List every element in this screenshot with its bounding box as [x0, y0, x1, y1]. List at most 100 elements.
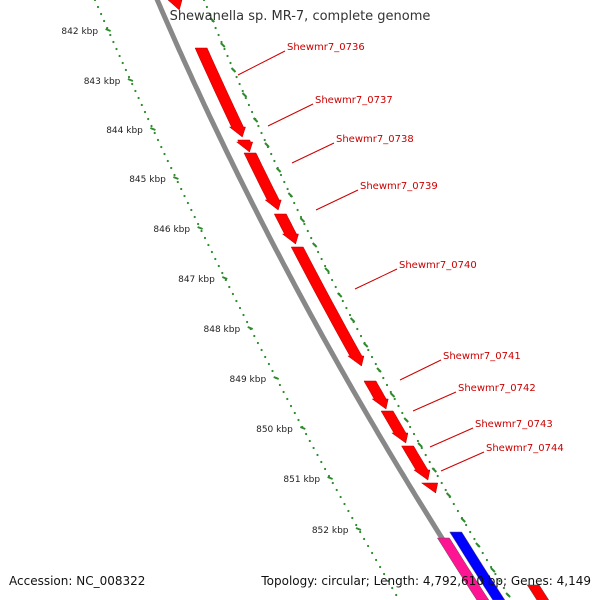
outer-dot: [367, 348, 370, 352]
scale-tick-label: 844 kbp: [106, 126, 143, 136]
outer-dot: [273, 159, 276, 163]
scale-dot: [355, 523, 358, 527]
outer-dot: [416, 439, 419, 443]
outer-dot: [465, 523, 468, 527]
scale-dot: [153, 131, 156, 135]
scale-tick: [355, 527, 362, 531]
scale-dot: [238, 306, 242, 310]
outer-dash: [264, 142, 270, 148]
gene-block-pink: [436, 537, 490, 600]
outer-dot: [244, 96, 247, 100]
outer-dot: [270, 152, 273, 156]
scale-tick: [173, 176, 179, 180]
scale-dot: [267, 362, 270, 366]
scale-dot: [137, 96, 140, 100]
gene-arrow-shewmr7_0740: [290, 246, 365, 367]
scale-tick-label: 845 kbp: [129, 175, 166, 185]
scale-dot: [343, 502, 346, 506]
scale-dot: [183, 194, 186, 198]
outer-dot: [324, 264, 327, 268]
scale-dot: [127, 75, 131, 79]
scale-dot: [112, 40, 115, 44]
outer-dash: [220, 42, 226, 48]
scale-dot: [96, 5, 100, 9]
outer-dash: [403, 417, 409, 423]
gene-arrow-shewmr7_0739: [273, 213, 299, 245]
scale-dot: [109, 33, 112, 37]
outer-dot: [401, 411, 404, 415]
outer-dash: [241, 92, 248, 98]
scale-dot: [150, 124, 153, 128]
scale-dot: [214, 257, 217, 261]
scale-dot: [395, 593, 398, 597]
outer-dot: [235, 75, 238, 79]
scale-dot: [121, 61, 124, 65]
scale-dot: [363, 537, 366, 541]
gene-arrow-shewmr7_0743: [401, 445, 431, 481]
outer-ticks-layer: [202, 0, 511, 598]
scale-dot: [335, 488, 338, 492]
scale-dot: [160, 145, 163, 149]
outer-dot: [251, 110, 254, 114]
outer-dot: [436, 474, 439, 478]
outer-dot: [296, 208, 299, 212]
gene-arrow-shewmr7_0744: [420, 482, 439, 494]
gene-label-leader: [412, 391, 457, 412]
outer-dot: [241, 89, 244, 93]
scale-tick-label: 852 kbp: [312, 526, 349, 536]
outer-dot: [217, 33, 220, 37]
outer-dot: [348, 313, 352, 317]
scale-dot: [203, 236, 207, 240]
gene-arrow-shewmr7_0741: [363, 380, 389, 410]
gene-arrow-shewmr7_0737: [235, 139, 254, 153]
outer-dot: [220, 40, 223, 44]
outer-dot: [498, 579, 501, 583]
outer-dot: [283, 180, 286, 184]
outer-dot: [452, 502, 455, 506]
outer-dash: [362, 342, 369, 348]
scale-dot: [351, 516, 354, 520]
outer-dot: [494, 572, 497, 576]
outer-dot: [473, 537, 476, 541]
scale-dot: [124, 68, 127, 72]
scale-dot: [246, 320, 249, 324]
outer-dot: [238, 82, 241, 86]
gene-label-leader: [354, 268, 398, 290]
scale-dot: [197, 222, 200, 226]
scale-dot: [312, 446, 315, 450]
scale-dot: [391, 586, 394, 590]
scale-tick-label: 850 kbp: [256, 425, 293, 435]
scale-dot: [207, 243, 210, 247]
outer-dot: [260, 131, 263, 135]
scale-tick: [150, 127, 156, 131]
scale-dot: [278, 383, 281, 387]
gene-label: Shewmr7_0741: [443, 351, 521, 362]
scale-dot: [100, 12, 103, 16]
outer-dot: [247, 103, 250, 107]
scale-dot: [347, 509, 350, 513]
outer-dash: [252, 117, 259, 123]
scale-ticks-layer: 842 kbp 843 kbp 844 kbp 845 kbp 846 kbp 847 k…: [61, 0, 398, 597]
scale-dot: [260, 348, 263, 352]
outer-dot: [481, 551, 484, 555]
outer-dot: [393, 397, 396, 401]
scale-dot: [115, 47, 118, 51]
scale-dot: [221, 271, 224, 275]
outer-dash: [299, 217, 306, 223]
outer-dot: [345, 306, 348, 310]
outer-dot: [263, 138, 266, 142]
outer-dot: [320, 257, 323, 261]
outer-dot: [334, 285, 337, 289]
outer-dot: [341, 299, 344, 303]
scale-dot: [147, 117, 150, 121]
outer-dot: [428, 460, 431, 464]
scale-dot: [339, 495, 342, 499]
outer-dot: [214, 26, 217, 30]
outer-dot: [485, 558, 488, 562]
scale-dot: [193, 215, 196, 219]
scale-dot: [331, 481, 334, 485]
scale-dot: [140, 103, 143, 107]
scale-tick: [197, 226, 203, 230]
accession-text: Accession: NC_008322: [9, 574, 146, 588]
